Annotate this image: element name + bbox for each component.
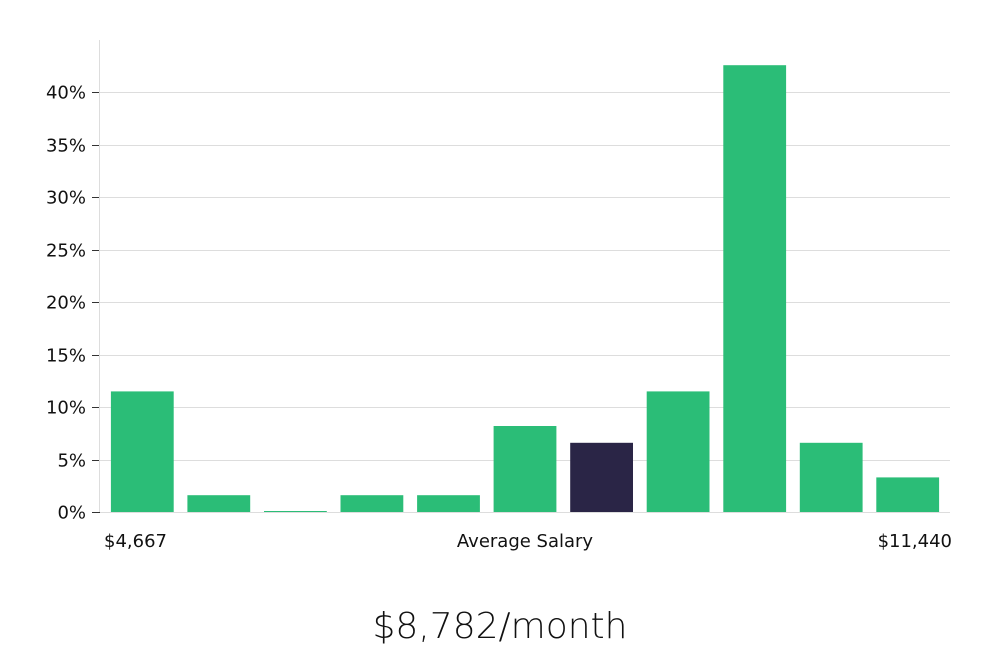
- y-tick-label: 15%: [46, 346, 86, 367]
- bar: [417, 495, 480, 512]
- bar: [493, 426, 557, 512]
- grid-lines: [100, 92, 950, 513]
- y-tick-label: 35%: [46, 136, 86, 157]
- bar: [187, 495, 251, 512]
- y-tick-label: 0%: [57, 503, 86, 524]
- salary-histogram: 0% 5% 10% 15% 20% 25% 30% 35% 40% $4,667 Average…: [46, 40, 952, 552]
- y-axis-ticks: 0% 5% 10% 15% 20% 25% 30% 35% 40%: [46, 83, 100, 524]
- bars: [110, 65, 940, 512]
- bar: [646, 391, 710, 512]
- y-tick-label: 5%: [57, 451, 86, 472]
- y-tick-label: 40%: [46, 83, 86, 104]
- y-tick-label: 20%: [46, 293, 86, 314]
- bar: [110, 391, 174, 512]
- average-salary-value: $8,782/month: [372, 606, 628, 647]
- y-tick-label: 10%: [46, 398, 86, 419]
- x-max-label: $11,440: [878, 531, 952, 552]
- x-min-label: $4,667: [104, 531, 167, 552]
- x-axis-label: Average Salary: [457, 531, 594, 552]
- bar-average-salary: [570, 442, 633, 512]
- bar: [723, 65, 787, 512]
- bar: [264, 511, 327, 512]
- bar: [799, 442, 863, 512]
- y-tick-label: 30%: [46, 188, 86, 209]
- bar: [340, 495, 404, 512]
- bar: [876, 477, 940, 512]
- y-tick-label: 25%: [46, 241, 86, 262]
